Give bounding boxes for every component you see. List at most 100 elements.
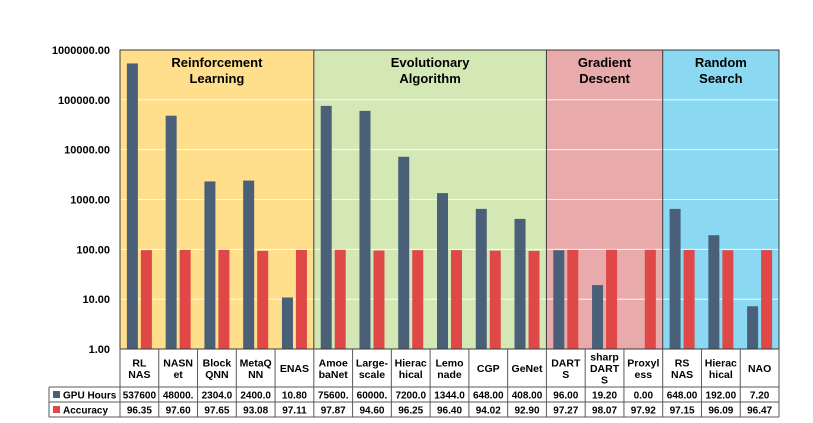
- x-tick-label: Block: [203, 357, 232, 369]
- table-cell: 192.00: [706, 391, 737, 402]
- table-cell: 2304.0: [202, 391, 233, 402]
- group-label: Gradient: [578, 55, 632, 70]
- x-tick-label: NAS: [128, 369, 150, 381]
- table-cell: 97.27: [553, 406, 578, 417]
- x-tick-label: DART: [590, 363, 620, 375]
- table-cell: 60000.: [357, 391, 388, 402]
- table-cell: 1344.0: [434, 391, 465, 402]
- bar-gpu-hours: [165, 115, 177, 350]
- table-cell: 648.00: [473, 391, 504, 402]
- bar-accuracy: [218, 249, 230, 349]
- plot-border: [119, 49, 780, 350]
- x-tick-label: et: [173, 369, 183, 381]
- group-label: Random: [695, 55, 747, 70]
- table-cell: 94.60: [359, 406, 384, 417]
- table-cell: 7200.0: [395, 391, 426, 402]
- table-cell: 92.90: [515, 406, 540, 417]
- y-tick-label: 10.00: [82, 294, 110, 306]
- y-axis: 1.00 10.00 100.00 1000.00 10000.00 100000.00 1…: [52, 45, 110, 356]
- bar-accuracy: [412, 250, 424, 349]
- y-tick-label: 1000.00: [70, 195, 110, 207]
- table-cell: 7.20: [750, 391, 770, 402]
- bar-gpu-hours: [553, 250, 565, 349]
- bar-gpu-hours: [126, 63, 138, 349]
- y-tick-label: 1000000.00: [52, 45, 110, 57]
- group-label: Evolutionary: [391, 55, 471, 70]
- table-cell: 75600.: [318, 391, 349, 402]
- x-tick-label: baNet: [319, 369, 349, 381]
- y-tick-label: 1.00: [89, 344, 110, 356]
- y-tick-label: 10000.00: [64, 145, 110, 157]
- table-cell: 97.92: [631, 406, 656, 417]
- x-tick-label: sharp: [590, 352, 619, 364]
- table-cell: 97.60: [166, 406, 191, 417]
- table-cell: 96.47: [747, 406, 772, 417]
- x-tick-label: Hierac: [395, 357, 427, 369]
- table-cell: 408.00: [512, 391, 543, 402]
- bar-accuracy: [489, 250, 501, 349]
- bar-accuracy: [606, 249, 618, 349]
- x-tick-label: QNN: [205, 369, 228, 381]
- bar-accuracy: [373, 250, 385, 349]
- x-tick-label: CGP: [477, 363, 500, 375]
- x-tick-label: NASN: [163, 357, 193, 369]
- table-cell: 537600: [123, 391, 157, 402]
- x-tick-label: Hierac: [705, 357, 737, 369]
- bar-accuracy: [528, 250, 540, 349]
- bar-accuracy: [451, 250, 462, 349]
- table-cell: 96.00: [553, 391, 578, 402]
- group-label: Learning: [189, 71, 244, 86]
- x-tick-label: ess: [635, 369, 653, 381]
- x-tick-label: RS: [675, 357, 690, 369]
- table-cell: 19.20: [592, 391, 617, 402]
- table-cell: 96.09: [708, 406, 733, 417]
- bar-gpu-hours: [281, 297, 293, 349]
- table-cell: 10.80: [282, 391, 307, 402]
- x-tick-label: NAS: [671, 369, 693, 381]
- legend-label: GPU Hours: [63, 391, 117, 402]
- table-cell: 96.40: [437, 406, 462, 417]
- x-tick-label: RL: [132, 357, 147, 369]
- bar-accuracy: [257, 250, 269, 349]
- bar-gpu-hours: [669, 208, 681, 349]
- x-tick-label: Lemo: [435, 357, 463, 369]
- bar-accuracy: [567, 249, 579, 349]
- bar-gpu-hours: [708, 235, 720, 349]
- bar-gpu-hours: [359, 110, 371, 349]
- x-tick-label: NAO: [748, 363, 771, 375]
- bar-gpu-hours: [243, 180, 255, 349]
- bar-accuracy: [683, 249, 695, 349]
- group-label: Descent: [579, 71, 630, 86]
- x-tick-label: DART: [551, 357, 581, 369]
- bar-accuracy: [140, 250, 152, 349]
- table-cell: 0.00: [634, 391, 654, 402]
- x-tick-label: NN: [248, 369, 263, 381]
- plot-frame: [119, 49, 780, 350]
- table-cell: 97.65: [204, 406, 229, 417]
- table-cell: 96.35: [127, 406, 152, 417]
- bar-gpu-hours: [514, 218, 526, 349]
- bar-gpu-hours: [398, 156, 410, 349]
- bar-gpu-hours: [204, 181, 216, 349]
- x-tick-label: Large-: [356, 357, 389, 369]
- x-tick-label: GeNet: [512, 363, 543, 375]
- legend-swatch-gpu-hours: [53, 391, 60, 398]
- table-cell: 98.07: [592, 406, 617, 417]
- group-label: Search: [699, 71, 742, 86]
- y-tick-label: 100000.00: [58, 95, 110, 107]
- bar-accuracy: [761, 250, 773, 349]
- y-tick-label: 100.00: [76, 244, 110, 256]
- table-cell: 97.87: [321, 406, 346, 417]
- bar-accuracy: [295, 249, 307, 349]
- table-cell: 2400.0: [240, 391, 271, 402]
- legend-swatch-accuracy: [53, 406, 60, 413]
- table-cell: 94.02: [476, 406, 501, 417]
- x-tick-label: S: [601, 375, 608, 387]
- bar-accuracy: [722, 250, 734, 349]
- bar-gpu-hours: [747, 306, 759, 349]
- table-cell: 48000.: [163, 391, 194, 402]
- bar-accuracy: [179, 249, 191, 349]
